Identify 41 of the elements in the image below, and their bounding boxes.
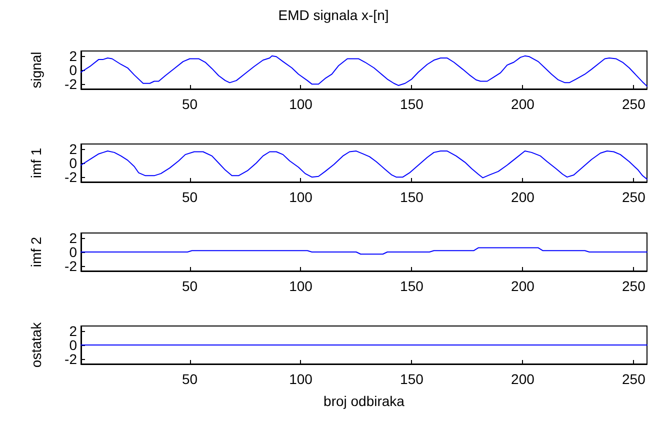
y-axis-title: imf 1 [28,148,44,178]
x-tick-label: 250 [622,96,646,112]
y-tick-label: -2 [64,258,78,274]
y-tick-label: -2 [64,351,78,368]
x-tick-label: 250 [622,371,646,387]
y-tick-label: 2 [69,322,78,339]
line-series [80,55,648,87]
x-tick-label: 50 [182,189,198,205]
y-tick-label: 0 [69,62,78,78]
y-tick-label: 2 [69,140,78,157]
y-tick-label: -2 [64,76,78,92]
x-tick-label: 250 [622,278,646,294]
x-tick-label: 150 [400,189,424,205]
x-tick-label: 200 [511,278,535,294]
x-tick-label: 50 [182,96,198,112]
x-tick-label: 150 [400,278,424,294]
y-tick-label: -2 [64,169,78,186]
y-tick-label: 2 [69,230,78,246]
line-series [80,150,648,180]
x-tick-label: 100 [289,278,313,294]
y-tick-label: 0 [69,337,78,353]
x-tick-label: 200 [511,189,535,205]
x-tick-label: 100 [289,189,313,205]
y-tick-label: 2 [69,48,78,64]
x-tick-label: 200 [511,371,535,387]
x-tick-label: 200 [511,96,535,112]
x-tick-label: 100 [289,96,313,112]
x-tick-label: 150 [400,371,424,387]
y-tick-label: 0 [69,155,78,171]
chart-title: EMD signala x-[n] [278,7,389,23]
y-axis-title: signal [28,52,44,88]
x-tick-label: 250 [622,189,646,205]
x-tick-label: 50 [182,371,198,387]
y-axis-title: imf 2 [28,236,44,268]
y-axis-title: ostatak [28,321,44,368]
x-axis-title: broj odbiraka [324,393,405,409]
y-tick-label: 0 [69,244,78,260]
line-series [80,247,648,255]
x-tick-label: 50 [182,278,198,294]
x-tick-label: 150 [400,96,424,112]
x-tick-label: 100 [289,371,313,387]
